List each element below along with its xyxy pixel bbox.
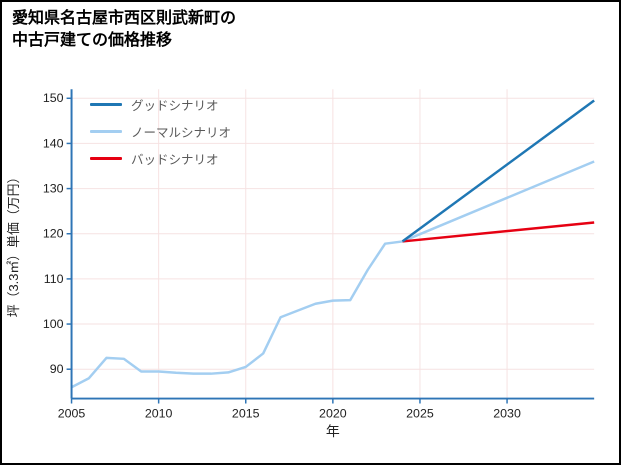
x-axis-label: 年	[326, 423, 340, 439]
legend: グッドシナリオ ノーマルシナリオ バッドシナリオ	[90, 96, 231, 167]
legend-label: ノーマルシナリオ	[131, 126, 232, 140]
x-tick-label: 2015	[232, 406, 260, 420]
x-tick-label: 2010	[145, 406, 173, 420]
bad-scenario-line-swatch	[90, 157, 122, 160]
series-good-scenario	[401, 99, 595, 243]
title-line-1: 愛知県名古屋市西区則武新町の	[12, 10, 237, 27]
y-tick-label: 150	[43, 91, 64, 105]
good-scenario-line-swatch	[90, 103, 122, 106]
x-tick-label: 2005	[58, 406, 86, 420]
legend-item-normal-scenario: ノーマルシナリオ	[90, 123, 231, 140]
legend-item-bad-scenario: バッドシナリオ	[90, 150, 231, 167]
y-axis-label: 坪（3.3㎡）単価（万円）	[6, 171, 21, 318]
gridlines	[71, 89, 595, 399]
title-line-2: 中古戸建ての価格推移	[12, 32, 173, 50]
series-normal-scenario	[402, 160, 595, 243]
page-title: 愛知県名古屋市西区則武新町の 中古戸建ての価格推移	[12, 8, 236, 53]
x-tick-label: 2030	[493, 406, 521, 420]
series-historical	[70, 240, 403, 389]
tick-labels: 2005 2010 2015 2020 2025 2030 90 100 110 120 130 14…	[43, 91, 521, 420]
legend-label: グッドシナリオ	[131, 99, 219, 113]
legend-label: バッドシナリオ	[131, 153, 219, 167]
y-tick-label: 90	[50, 362, 64, 376]
y-tick-label: 110	[44, 272, 64, 286]
y-tick-label: 130	[43, 182, 64, 196]
y-tick-label: 120	[43, 227, 64, 241]
x-tick-label: 2025	[406, 406, 434, 420]
y-tick-label: 140	[43, 136, 64, 150]
normal-scenario-line-swatch	[90, 130, 122, 133]
series-bad-scenario	[402, 221, 595, 243]
legend-item-good-scenario: グッドシナリオ	[90, 96, 231, 113]
y-tick-label: 100	[43, 317, 64, 331]
x-tick-label: 2020	[319, 406, 347, 420]
series-group	[70, 99, 595, 389]
